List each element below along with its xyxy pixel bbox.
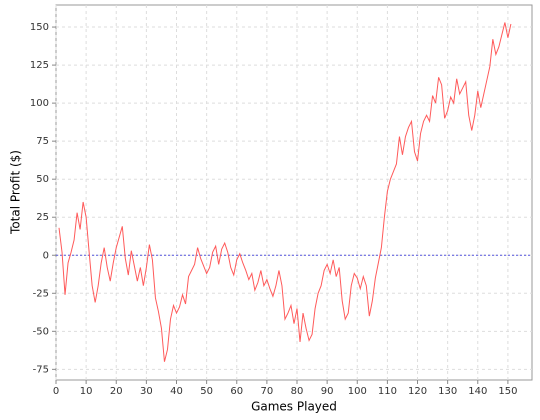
- y-tick-label: 75: [36, 136, 49, 147]
- y-axis-title: Total Profit ($): [9, 150, 23, 235]
- y-tick-label: 150: [30, 22, 49, 33]
- x-tick-label: 110: [378, 386, 397, 397]
- x-tick-label: 0: [53, 386, 59, 397]
- x-tick-label: 150: [498, 386, 517, 397]
- data-line: [58, 22, 512, 362]
- x-tick-label: 80: [291, 386, 304, 397]
- y-tick-label: 50: [36, 174, 49, 185]
- x-tick-label: 120: [408, 386, 427, 397]
- x-tick-label: 90: [321, 386, 334, 397]
- x-tick-label: 50: [200, 386, 213, 397]
- x-axis-title: Games Played: [251, 400, 337, 414]
- x-tick-label: 10: [80, 386, 93, 397]
- x-tick-label: 140: [468, 386, 487, 397]
- plot-area: [55, 4, 533, 381]
- y-tick-label: -50: [33, 326, 49, 337]
- x-tick-label: 100: [348, 386, 367, 397]
- y-tick-label: -25: [33, 288, 49, 299]
- x-tick-label: 60: [230, 386, 243, 397]
- y-tick-label: 25: [36, 212, 49, 223]
- y-tick-label: 125: [30, 60, 49, 71]
- x-tick-label: 40: [170, 386, 183, 397]
- x-tick-label: 130: [438, 386, 457, 397]
- y-tick-label: -75: [33, 364, 49, 375]
- x-tick-label: 70: [261, 386, 274, 397]
- x-tick-label: 30: [140, 386, 153, 397]
- y-tick-label: 100: [30, 98, 49, 109]
- x-tick-label: 20: [110, 386, 123, 397]
- y-tick-label: 0: [43, 250, 49, 261]
